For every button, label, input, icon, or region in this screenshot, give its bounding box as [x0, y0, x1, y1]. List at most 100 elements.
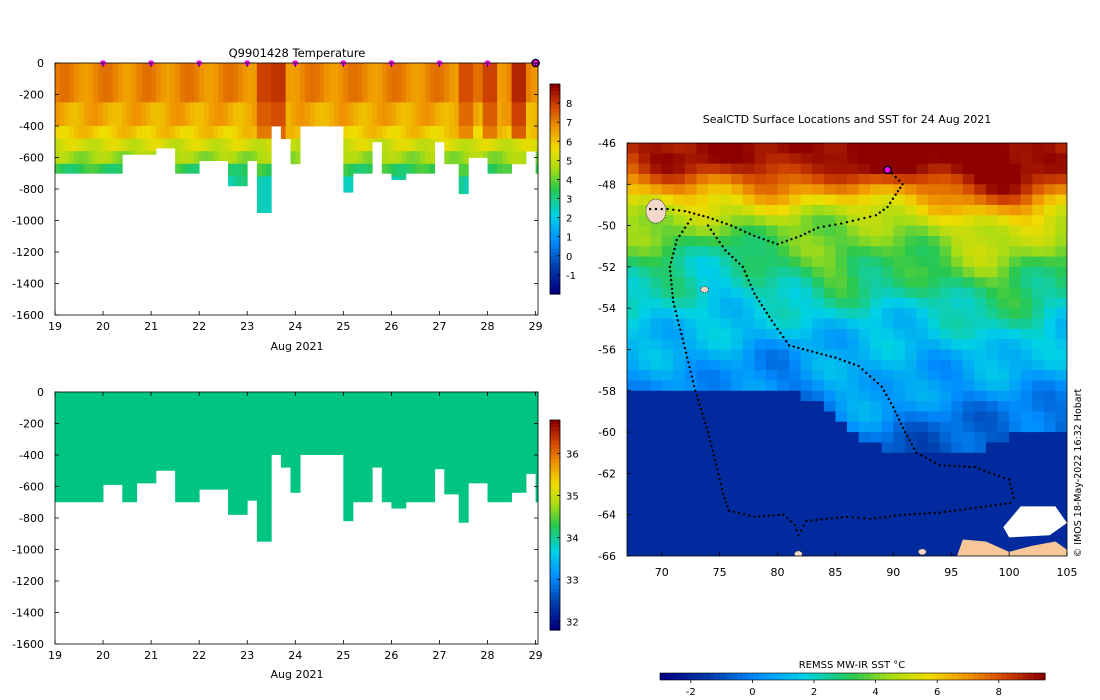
colorbar-frame	[549, 83, 561, 295]
sst-cell	[916, 514, 929, 526]
colorbar-step	[550, 112, 560, 117]
sst-cell	[916, 452, 929, 464]
salinity-cell	[213, 392, 219, 490]
temperature-cell	[93, 63, 99, 103]
temperature-cell	[525, 138, 532, 152]
sst-cell	[661, 452, 674, 464]
sst-cell	[893, 184, 906, 196]
temperature-cell	[79, 126, 85, 139]
temperature-cell	[184, 163, 190, 174]
sst-cell	[985, 308, 999, 320]
sst-cell	[638, 339, 651, 350]
sst-cell	[847, 359, 860, 371]
sst-cell	[1009, 432, 1022, 443]
sst-cell	[881, 215, 894, 227]
sst-cell	[800, 349, 813, 361]
sst-cell	[823, 328, 836, 340]
temperature-cell	[232, 138, 239, 152]
sst-cell	[684, 215, 697, 227]
seal-track-point	[861, 368, 864, 371]
colorbar-step	[841, 673, 848, 680]
temperature-cell	[357, 138, 363, 152]
temperature-cell	[377, 126, 383, 139]
sst-cell	[731, 153, 744, 165]
temperature-cell	[497, 126, 503, 139]
seal-track-point	[677, 209, 681, 212]
temperature-cell	[136, 63, 142, 103]
salinity-cell	[98, 392, 104, 503]
temperature-cell	[290, 63, 296, 103]
sst-cell	[881, 173, 894, 185]
sst-cell	[835, 525, 848, 536]
temperature-cell	[352, 138, 359, 152]
seal-track-point	[682, 342, 685, 345]
sst-cell	[823, 246, 836, 258]
y-tick-label: -200	[19, 418, 44, 431]
sst-cell	[696, 266, 709, 278]
sst-cell	[627, 349, 640, 361]
sst-cell	[1020, 411, 1033, 423]
seal-track-point	[785, 516, 789, 520]
sst-cell	[789, 494, 802, 505]
colorbar-step	[550, 101, 560, 106]
sst-cell	[893, 442, 906, 454]
sst-cell	[916, 483, 929, 495]
sst-cell	[638, 535, 651, 547]
sst-cell	[974, 143, 987, 154]
temperature-cell	[218, 63, 224, 103]
temperature-cell	[357, 102, 363, 127]
temperature-cell	[348, 151, 354, 165]
temperature-cell	[396, 163, 402, 177]
temperature-cell	[429, 63, 436, 103]
sst-cell	[904, 215, 917, 227]
sst-cell	[731, 545, 744, 556]
sst-cell	[928, 411, 941, 423]
colorbar-step	[715, 673, 722, 680]
seal-track-point	[835, 516, 839, 519]
sst-cell	[627, 318, 640, 330]
colorbar-step	[550, 591, 560, 596]
sst-cell	[684, 349, 697, 361]
colorbar-step	[550, 220, 560, 225]
salinity-x-axis-label: Aug 2021	[271, 668, 324, 681]
sst-cell	[742, 277, 755, 289]
sst-cell	[789, 277, 802, 289]
sst-cell	[1032, 297, 1045, 309]
sst-cell	[708, 328, 721, 340]
sst-cell	[1055, 235, 1067, 247]
sst-cell	[673, 390, 686, 402]
sst-cell	[881, 442, 894, 454]
temperature-cell	[122, 151, 128, 155]
seal-track-point	[699, 407, 703, 411]
sst-cell	[951, 143, 964, 154]
sst-cell	[800, 308, 813, 320]
sst-cell	[916, 277, 929, 289]
sst-cell	[731, 473, 744, 485]
salinity-cell	[348, 392, 354, 522]
sst-cell	[916, 163, 929, 175]
seal-track-point	[894, 193, 897, 196]
sst-cell	[939, 153, 952, 165]
sst-cell	[985, 525, 999, 536]
sst-cell	[696, 339, 709, 350]
sst-cell	[835, 380, 848, 392]
sst-cell	[893, 370, 906, 381]
temperature-cell	[256, 151, 263, 165]
temperature-cell	[127, 151, 133, 155]
sst-cell	[673, 266, 686, 278]
salinity-cell	[420, 392, 426, 503]
sst-cell	[835, 256, 848, 268]
sst-cell	[835, 277, 848, 289]
sst-cell	[974, 473, 987, 485]
salinity-cell	[247, 392, 253, 501]
map-credit: © IMOS 18-May-2022 16:32 Hobart	[1073, 388, 1084, 557]
salinity-cell	[69, 392, 75, 503]
sst-cell	[684, 432, 697, 443]
sst-cell	[638, 390, 651, 402]
temperature-cell	[280, 63, 287, 103]
temperature-cell	[242, 102, 248, 127]
sst-cell	[777, 256, 790, 268]
temperature-cell	[367, 163, 373, 174]
colorbar-step	[550, 465, 560, 470]
colorbar-step	[550, 490, 560, 495]
